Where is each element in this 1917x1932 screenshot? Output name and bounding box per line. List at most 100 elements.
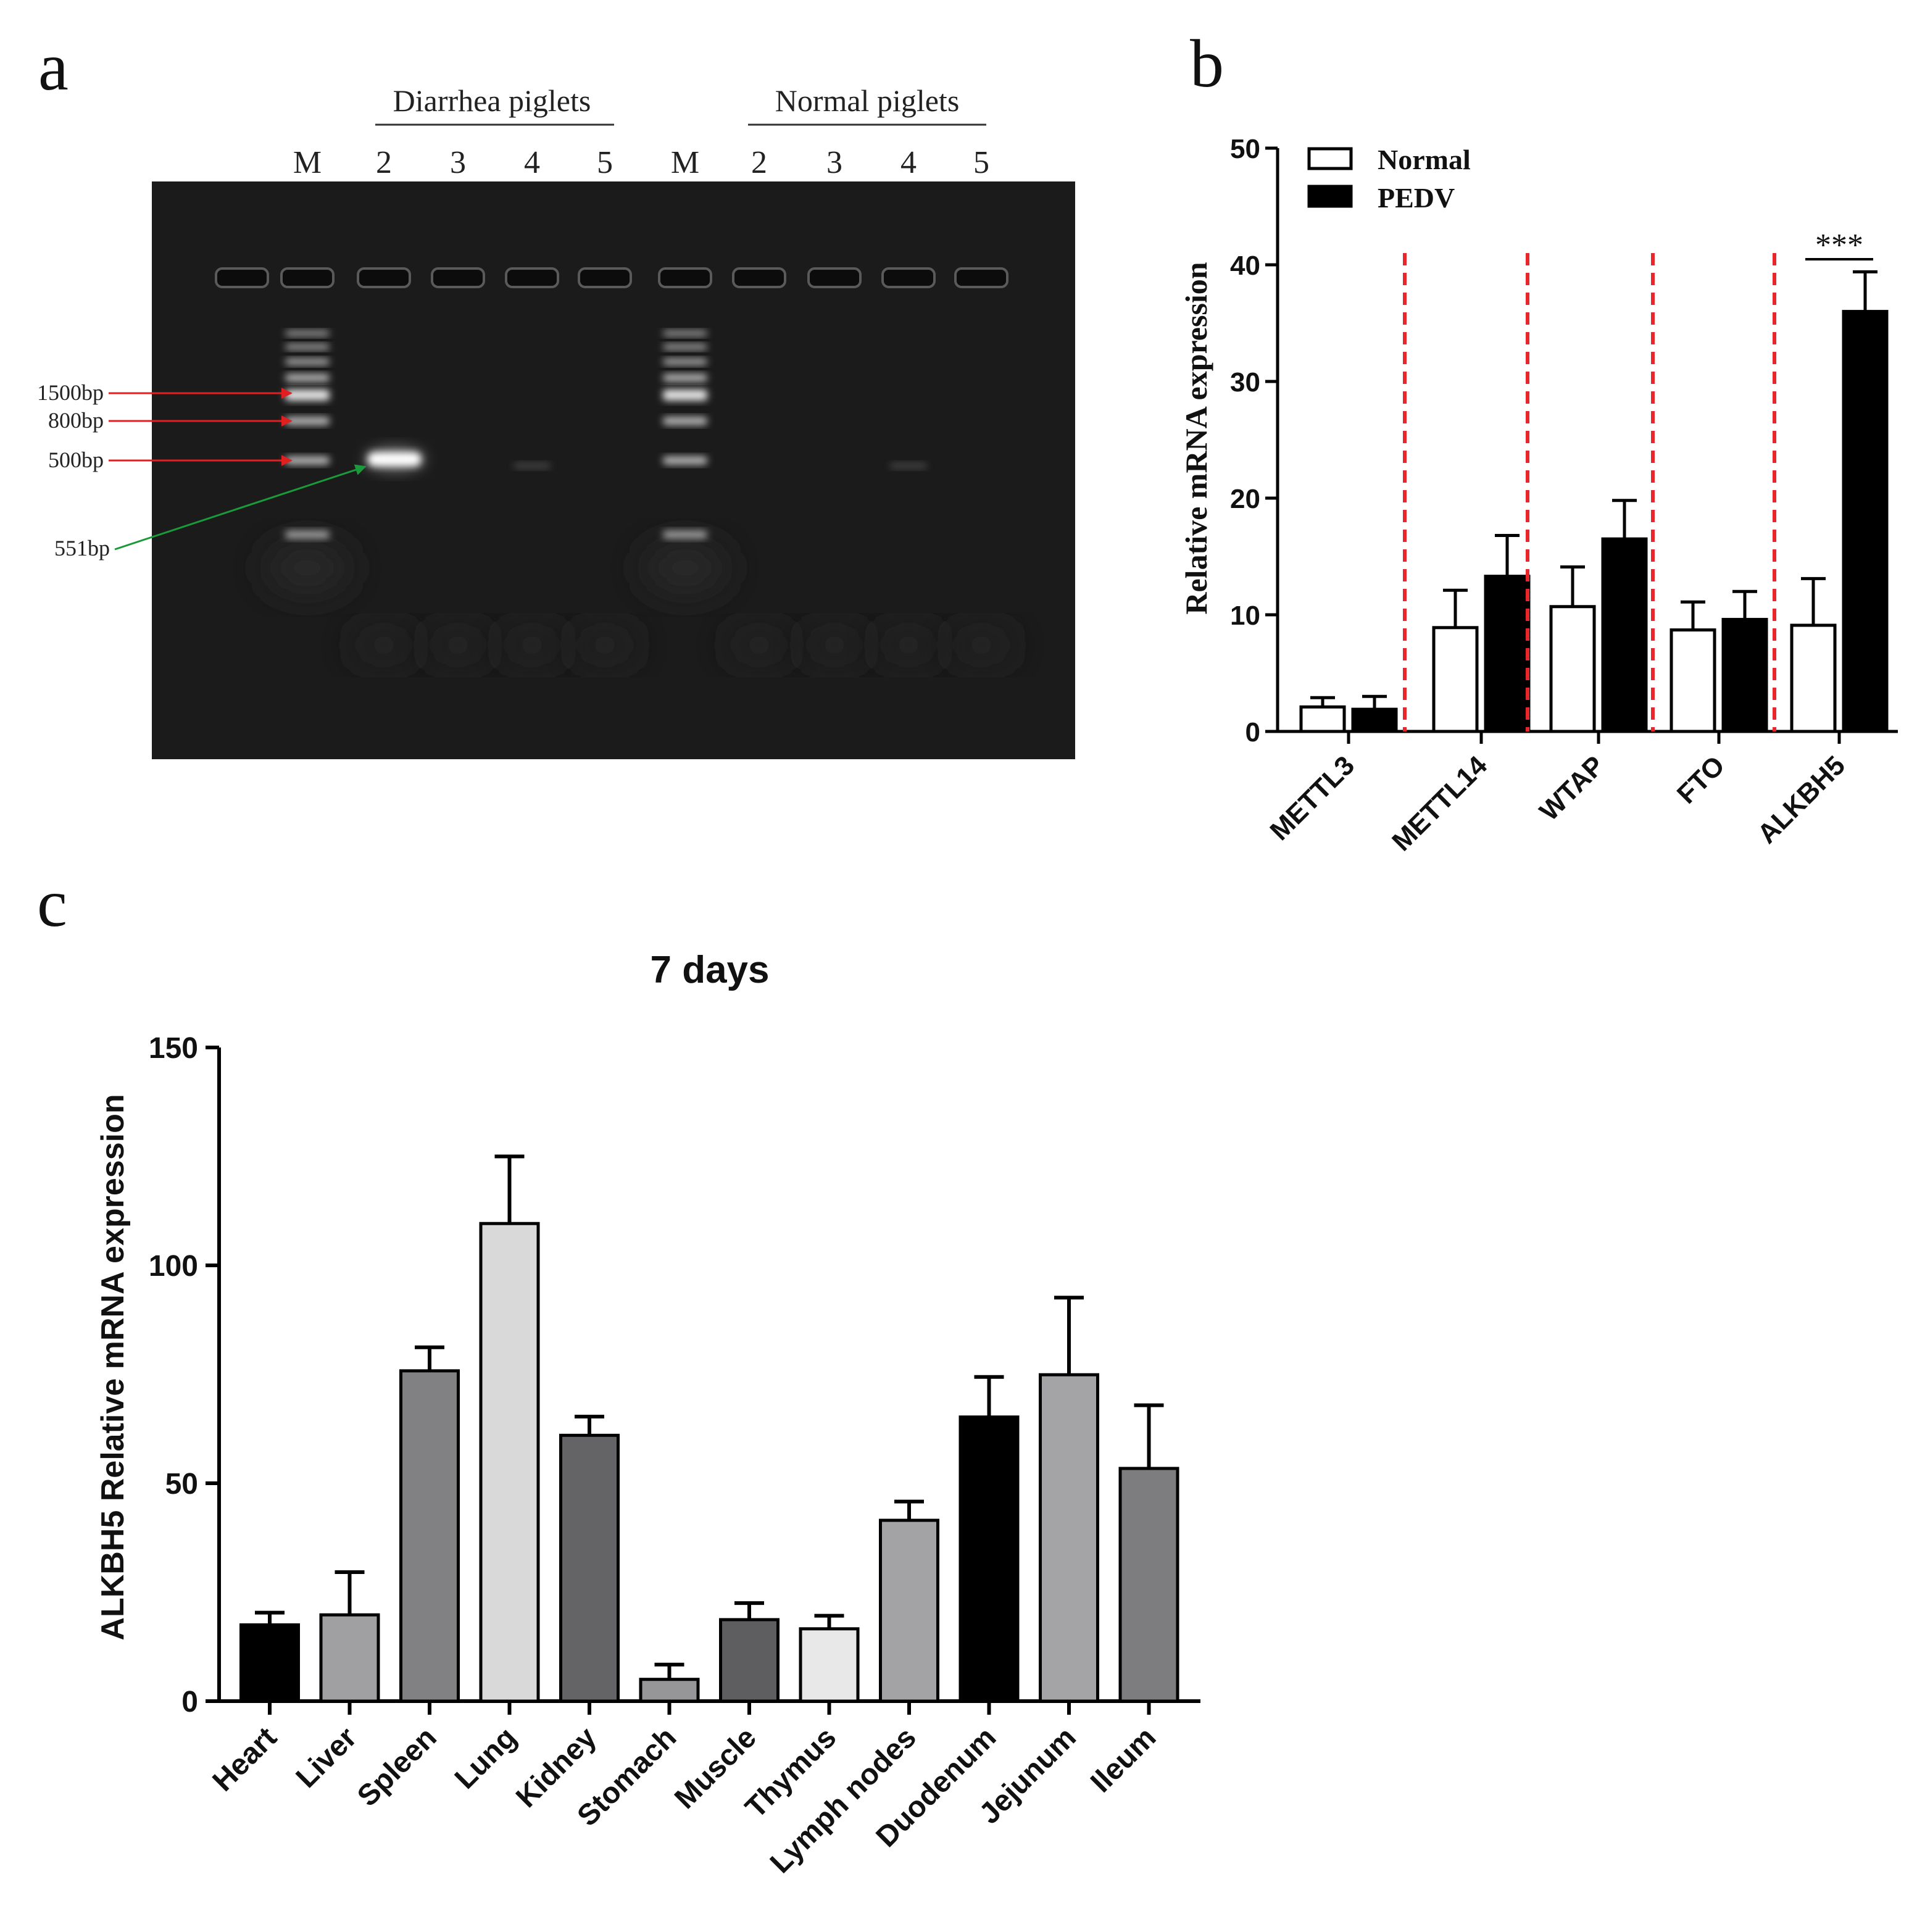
panel-b-bar-normal-0 [1299, 705, 1346, 733]
gel-haze-9 [947, 629, 1015, 661]
gel-well-6 [658, 267, 712, 288]
ladder-band-5-3 [663, 374, 707, 381]
panel-b-y-axis-label: Relative mRNA expression [1179, 262, 1213, 614]
panel-c-ytick-label-2: 100 [149, 1250, 198, 1283]
ladder-band-0-2 [285, 359, 330, 365]
panel-c-bar-6 [719, 1618, 780, 1703]
ladder-band-5-2 [663, 359, 707, 365]
ladder-band-5-0 [663, 330, 707, 336]
lane-label-4: 5 [597, 145, 613, 180]
lane-label-3: 4 [524, 145, 540, 180]
lane-label-6: 2 [751, 145, 767, 180]
gel-well-1 [280, 267, 335, 288]
faint-band-3 [514, 463, 551, 468]
ladder-band-5-7 [663, 530, 707, 539]
panel-b-plot-area: 0 10 20 30 40 50 METTL3 METTL14 WTAP FTO ALKBH5 *** [1230, 134, 1898, 857]
lane-label-2: 3 [450, 145, 466, 180]
panel-c-bar-7 [799, 1627, 860, 1703]
panel-b-category-label-2: WTAP [1534, 750, 1610, 827]
panel-c-bar-5 [639, 1678, 700, 1703]
gel-well-4 [505, 267, 559, 288]
panel-c-bar-3 [479, 1222, 540, 1703]
panel-c-bar-8 [879, 1518, 939, 1703]
panel-b-ytick-label-0: 0 [1245, 717, 1260, 747]
lane-label-5: M [671, 145, 699, 180]
lane-labels: M 2 3 4 5 M 2 3 4 5 [293, 145, 989, 180]
ladder-band-0-0 [285, 330, 330, 336]
panel-b-letter: b [1190, 26, 1224, 101]
gel-well-10 [954, 267, 1008, 288]
ladder-band-0-5 [285, 417, 330, 425]
panel-b-ytick-label-4: 40 [1230, 251, 1260, 281]
panel-b-bar-pedv-1 [1484, 575, 1531, 733]
ladder-band-0-4 [285, 389, 330, 401]
panel-c-category-label-8: Lymph nodes [764, 1721, 923, 1880]
panel-c-bar-2 [399, 1369, 460, 1703]
panel-c-title: 7 days [650, 949, 769, 991]
gel-haze-7 [800, 629, 868, 661]
gel-haze-2 [424, 629, 492, 661]
gel-well-2 [357, 267, 411, 288]
panel-c-ytick-label-3: 150 [149, 1032, 198, 1065]
panel-b-bar-normal-2 [1549, 605, 1596, 733]
ladder-band-5-5 [663, 417, 707, 425]
gel-well-9 [881, 267, 936, 288]
panel-b-legend: Normal PEDV [1307, 144, 1471, 214]
product-label-551bp: 551bp [54, 536, 110, 560]
panel-c-category-label-3: Lung [449, 1721, 523, 1795]
product-band-551bp [368, 452, 421, 466]
panel-b-ytick-label-1: 10 [1230, 601, 1260, 631]
panel-c-bar-0 [239, 1623, 300, 1703]
gel-haze-8 [875, 629, 942, 661]
panel-b-ytick-label-2: 20 [1230, 484, 1260, 514]
panel-c-y-axis-label: ALKBH5 Relative mRNA expression [95, 1094, 131, 1640]
panel-c-category-label-0: Heart [207, 1721, 283, 1797]
ladder-band-0-3 [285, 374, 330, 381]
gel-haze-marker-1 [642, 543, 728, 593]
panel-c-letter: c [37, 865, 67, 941]
panel-b-bar-normal-1 [1432, 626, 1479, 733]
ladder-band-0-7 [285, 530, 330, 539]
panel-b-category-label-3: FTO [1671, 750, 1731, 809]
gel-well-8 [807, 267, 862, 288]
gel-haze-4 [571, 629, 639, 661]
panel-b-category-label-0: METTL3 [1264, 750, 1360, 846]
panel-b-significance-label: *** [1815, 228, 1863, 263]
legend-swatch-normal [1307, 147, 1353, 170]
lane-label-0: M [293, 145, 322, 180]
legend-label-normal: Normal [1378, 144, 1471, 175]
panel-b-category-label-4: ALKBH5 [1752, 750, 1851, 849]
ladder-band-0-1 [285, 344, 330, 350]
gel-well-3 [431, 267, 485, 288]
marker-label-500bp: 500bp [48, 448, 104, 472]
marker-label-800bp: 800bp [48, 408, 104, 433]
panel-b-bar-normal-3 [1670, 628, 1716, 733]
marker-label-1500bp: 1500bp [37, 380, 104, 405]
panel-b-category-label-1: METTL14 [1386, 750, 1493, 857]
legend-label-pedv: PEDV [1378, 182, 1455, 214]
gel-haze-6 [725, 629, 793, 661]
panel-c-ytick-label-0: 0 [181, 1686, 198, 1718]
panel-c-bar-1 [319, 1613, 380, 1703]
gel-well-7 [732, 267, 786, 288]
lane-label-1: 2 [376, 145, 392, 180]
panel-c-category-label-11: Ileum [1084, 1721, 1162, 1799]
gel-haze-marker-0 [264, 543, 351, 593]
gel-well-0 [215, 267, 269, 288]
ladder-band-0-6 [285, 456, 330, 465]
ladder-band-5-1 [663, 344, 707, 350]
panel-b-bar-pedv-3 [1721, 618, 1768, 733]
lane-label-8: 4 [900, 145, 917, 180]
panel-c-bar-9 [958, 1415, 1020, 1703]
normal-group-label: Normal piglets [775, 83, 960, 118]
ladder-band-5-4 [663, 389, 707, 401]
panel-c-bar-11 [1118, 1467, 1179, 1703]
panel-a-letter: a [38, 29, 69, 104]
gel-haze-3 [498, 629, 566, 661]
panel-c-ytick-label-1: 50 [165, 1468, 198, 1501]
gel-well-5 [578, 267, 632, 288]
panel-b-ytick-label-3: 30 [1230, 367, 1260, 398]
